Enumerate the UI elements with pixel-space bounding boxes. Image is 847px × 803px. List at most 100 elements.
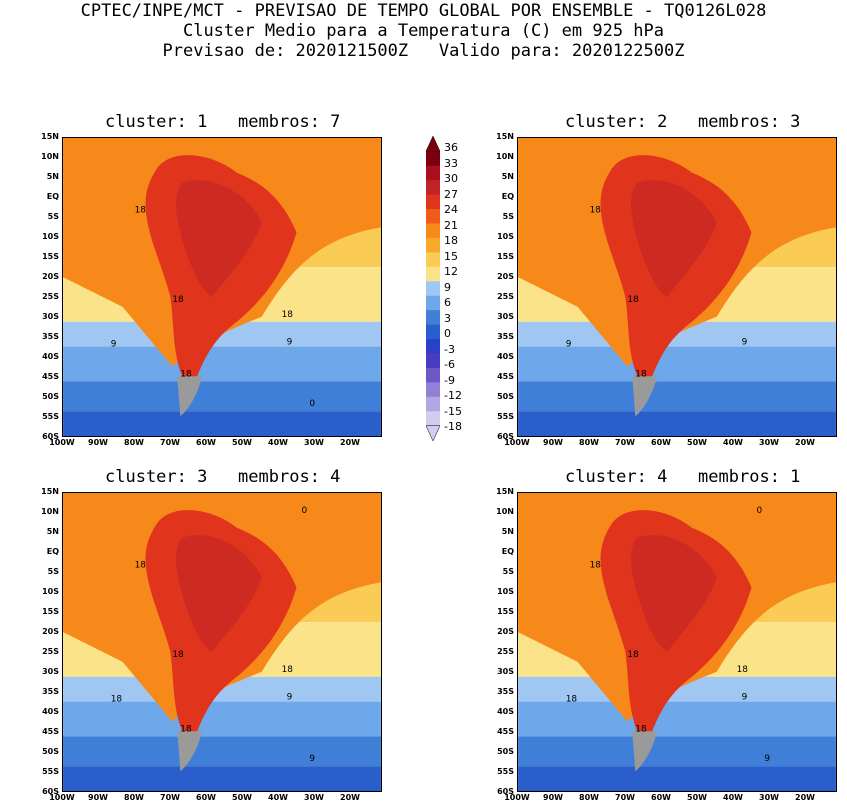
contour-label: 18 <box>590 561 602 571</box>
colorbar-swatch <box>426 295 440 311</box>
colorbar-swatch <box>426 353 440 369</box>
colorbar-swatch <box>426 339 440 355</box>
colorbar-top-arrow <box>426 136 440 152</box>
latitude-tick-label: 60S <box>42 787 59 796</box>
colorbar-label: 21 <box>444 218 458 232</box>
longitude-tick-label: 90W <box>88 438 108 447</box>
longitude-tick-label: 70W <box>615 793 635 802</box>
colorbar-swatch <box>426 396 440 412</box>
latitude-tick-label: EQ <box>46 192 59 201</box>
contour-label: 18 <box>635 369 647 379</box>
longitude-tick-label: 40W <box>268 793 288 802</box>
panel-title-2: cluster: 2 membros: 3 <box>565 112 801 132</box>
latitude-tick-label: 55S <box>42 767 59 776</box>
contour-label: 18 <box>566 695 578 705</box>
longitude-tick-label: 40W <box>723 793 743 802</box>
contour-label: 18 <box>180 724 192 734</box>
latitude-tick-label: 15S <box>497 607 514 616</box>
latitude-tick-label: 40S <box>497 352 514 361</box>
temperature-band <box>518 346 836 382</box>
latitude-tick-label: 15N <box>41 487 59 496</box>
longitude-tick-label: 60W <box>651 438 671 447</box>
longitude-tick-label: 30W <box>759 793 779 802</box>
latitude-tick-label: 5N <box>46 527 59 536</box>
longitude-tick-label: 80W <box>124 793 144 802</box>
latitude-tick-label: 30S <box>497 312 514 321</box>
latitude-tick-label: 50S <box>497 747 514 756</box>
hottest-core-region <box>631 180 717 297</box>
longitude-tick-label: 80W <box>579 793 599 802</box>
colorbar-swatch <box>426 209 440 224</box>
panel-title-1: cluster: 1 membros: 7 <box>105 112 341 132</box>
temperature-band <box>63 381 381 412</box>
map-panel-2: 18 18 18 9 9 <box>517 137 837 437</box>
colorbar-label: 0 <box>444 327 451 340</box>
latitude-tick-label: 25S <box>42 647 59 656</box>
contour-label: 9 <box>287 693 293 703</box>
latitude-tick-label: 25S <box>42 292 59 301</box>
latitude-tick-label: 55S <box>497 412 514 421</box>
contour-label: 9 <box>742 693 748 703</box>
contour-label: 18 <box>180 369 192 379</box>
temperature-band <box>518 736 836 767</box>
longitude-tick-label: 100W <box>504 438 530 447</box>
longitude-tick-label: 70W <box>160 793 180 802</box>
latitude-tick-label: 20S <box>42 627 59 636</box>
latitude-tick-label: 45S <box>497 372 514 381</box>
latitude-tick-label: 40S <box>497 707 514 716</box>
hottest-core-region <box>631 535 717 652</box>
colorbar-swatch <box>426 223 440 239</box>
latitude-tick-label: 55S <box>497 767 514 776</box>
contour-label: 18 <box>635 724 647 734</box>
contour-label: 0 <box>309 399 315 409</box>
latitude-tick-label: 15S <box>497 252 514 261</box>
colorbar-swatch <box>426 411 440 427</box>
latitude-tick-label: 30S <box>42 667 59 676</box>
latitude-tick-label: 50S <box>497 392 514 401</box>
hottest-core-region <box>176 535 262 652</box>
longitude-tick-label: 100W <box>49 793 75 802</box>
longitude-tick-label: 60W <box>196 438 216 447</box>
colorbar-label: 3 <box>444 311 451 325</box>
latitude-tick-label: 10N <box>496 152 514 161</box>
temperature-band <box>63 346 381 382</box>
latitude-tick-label: 5N <box>46 172 59 181</box>
latitude-tick-label: EQ <box>501 192 514 201</box>
latitude-tick-label: 40S <box>42 707 59 716</box>
longitude-tick-label: 20W <box>340 793 360 802</box>
latitude-tick-label: 50S <box>42 392 59 401</box>
colorbar-label: -18 <box>444 420 462 433</box>
hottest-core-region <box>176 180 262 297</box>
longitude-tick-label: 100W <box>504 793 530 802</box>
colorbar-label: 27 <box>444 187 458 201</box>
latitude-tick-label: 10N <box>496 507 514 516</box>
latitude-tick-label: EQ <box>46 547 59 556</box>
longitude-tick-label: 90W <box>543 438 563 447</box>
longitude-tick-label: 50W <box>687 438 707 447</box>
colorbar-label: 18 <box>444 234 458 247</box>
map-panel-3: 18 18 18 18 9 18 9 0 <box>62 492 382 792</box>
contour-label: 18 <box>282 665 294 675</box>
temperature-band <box>518 411 836 436</box>
header-line-1: CPTEC/INPE/MCT - PREVISAO DE TEMPO GLOBA… <box>80 1 767 21</box>
latitude-tick-label: 35S <box>42 332 59 341</box>
colorbar-label: 30 <box>444 172 458 185</box>
latitude-tick-label: 10S <box>497 587 514 596</box>
longitude-tick-label: 70W <box>160 438 180 447</box>
longitude-tick-label: 60W <box>651 793 671 802</box>
latitude-tick-label: 15N <box>496 132 514 141</box>
colorbar-label: 36 <box>444 141 458 154</box>
latitude-tick-label: 45S <box>42 372 59 381</box>
latitude-tick-label: 60S <box>497 787 514 796</box>
map-panel-4: 18 18 18 18 9 18 9 0 <box>517 492 837 792</box>
panel-title-3: cluster: 3 membros: 4 <box>105 467 341 487</box>
latitude-tick-label: 5S <box>47 567 59 576</box>
colorbar-label: -9 <box>444 373 455 387</box>
longitude-tick-label: 80W <box>124 438 144 447</box>
patagonia-coast <box>177 376 203 417</box>
latitude-tick-label: 10S <box>42 587 59 596</box>
contour-label: 9 <box>287 338 293 348</box>
patagonia-coast <box>177 731 203 772</box>
contour-label: 18 <box>135 206 147 216</box>
latitude-tick-label: 50S <box>42 747 59 756</box>
